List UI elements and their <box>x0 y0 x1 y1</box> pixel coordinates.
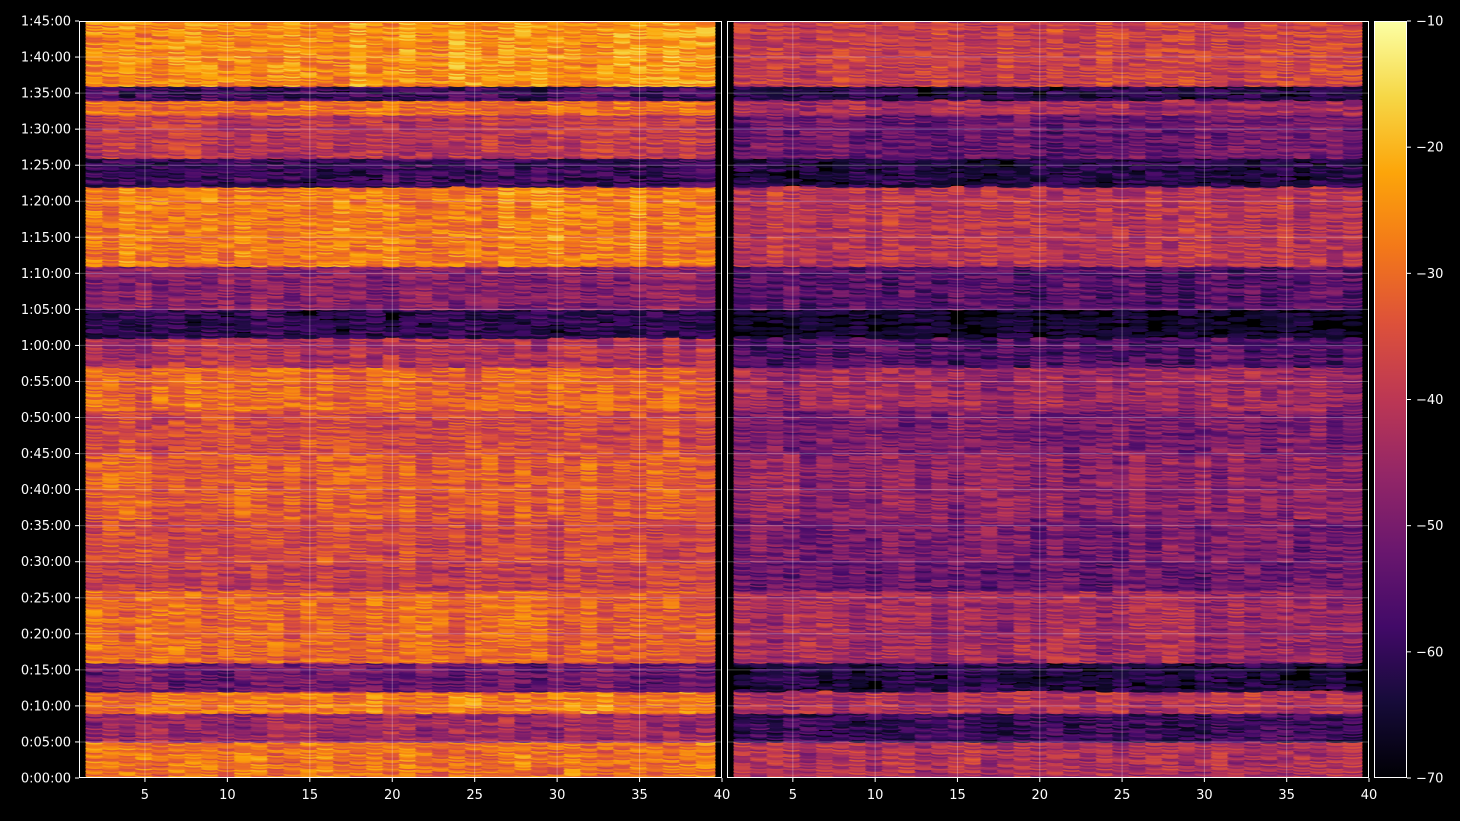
left-panel: 5 10 15 20 25 30 35 40 <box>79 21 730 803</box>
left-markers <box>85 21 716 778</box>
